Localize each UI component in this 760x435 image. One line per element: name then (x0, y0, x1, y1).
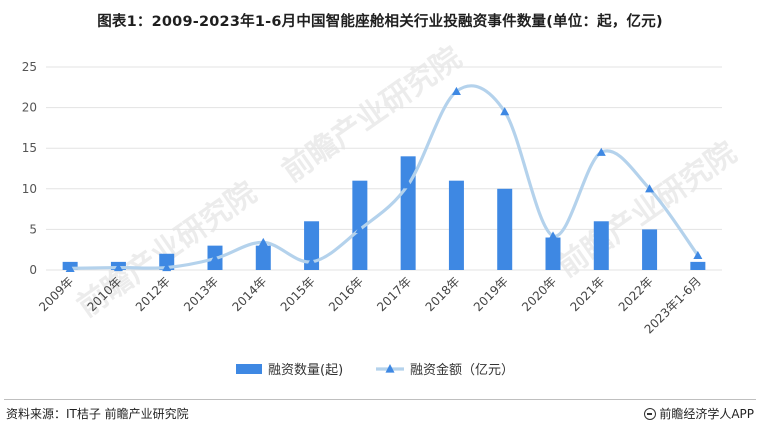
x-tick-label: 2012年 (133, 274, 173, 314)
line-marker (355, 224, 365, 233)
x-tick-label: 2017年 (374, 274, 414, 314)
bar-layer (62, 156, 706, 270)
bar (400, 156, 416, 270)
x-tick-label: 2016年 (326, 274, 366, 314)
legend-label-count: 融资数量(起) (268, 363, 343, 378)
x-tick-label: 2022年 (616, 274, 656, 314)
y-tick-label: 0 (29, 263, 37, 277)
line-marker (113, 263, 123, 272)
brand-name: 前瞻经济学人APP (659, 407, 754, 421)
x-axis-ticks: 2009年 2010年 2012年 2013年 2014年 2015年 2016年 2017年… (36, 274, 704, 336)
x-tick-label: 2018年 (423, 274, 463, 314)
x-tick-label: 2020年 (519, 274, 559, 314)
footer-divider (4, 399, 756, 400)
y-tick-label: 10 (22, 182, 37, 196)
y-tick-label: 20 (22, 101, 37, 115)
line-marker (162, 263, 172, 272)
source-note: 资料来源：IT桔子 前瞻产业研究院 (6, 407, 189, 421)
line-marker (210, 254, 220, 263)
bar (304, 221, 320, 270)
brand-credit: 前瞻经济学人APP (644, 405, 754, 422)
x-tick-label: 2014年 (229, 274, 269, 314)
bar (448, 180, 464, 270)
line-marker (403, 180, 413, 189)
x-tick-label: 2010年 (85, 274, 125, 314)
bar (690, 261, 706, 270)
bar (497, 188, 513, 270)
line-marker (548, 231, 558, 240)
grid-layer (46, 66, 722, 271)
line-marker (693, 250, 703, 259)
legend-label-amount: 融资金额（亿元） (410, 362, 514, 378)
bar (593, 221, 609, 270)
bar (642, 229, 658, 270)
legend-marker (385, 364, 395, 373)
x-tick-label: 2021年 (567, 274, 607, 314)
line-marker (307, 257, 317, 266)
x-tick-label: 2015年 (278, 274, 318, 314)
line-marker (258, 237, 268, 246)
x-tick-label: 2009年 (36, 274, 76, 314)
x-tick-label: 2013年 (181, 274, 221, 314)
brand-logo-icon (644, 407, 657, 420)
legend-swatch-bar (236, 364, 262, 374)
legend: 融资数量(起) 融资金额（亿元） (236, 362, 514, 378)
marker-layer (65, 86, 703, 272)
line-marker (645, 184, 655, 193)
y-axis-ticks: 0 5 10 15 20 25 (22, 60, 37, 277)
line-marker (500, 107, 510, 116)
line-marker (65, 263, 75, 272)
y-tick-label: 5 (29, 222, 37, 236)
bar (255, 245, 271, 270)
bar (545, 237, 561, 270)
line-marker (451, 86, 461, 95)
x-tick-label: 2019年 (471, 274, 511, 314)
line-marker (596, 147, 606, 156)
y-tick-label: 15 (22, 141, 37, 155)
chart-title: 图表1：2009-2023年1-6月中国智能座舱相关行业投融资事件数量(单位：起… (97, 14, 663, 30)
y-tick-label: 25 (22, 60, 37, 74)
chart-svg: 0 5 10 15 20 25 2009年 2010年 2012年 2013年 2014年 2015… (22, 60, 722, 378)
